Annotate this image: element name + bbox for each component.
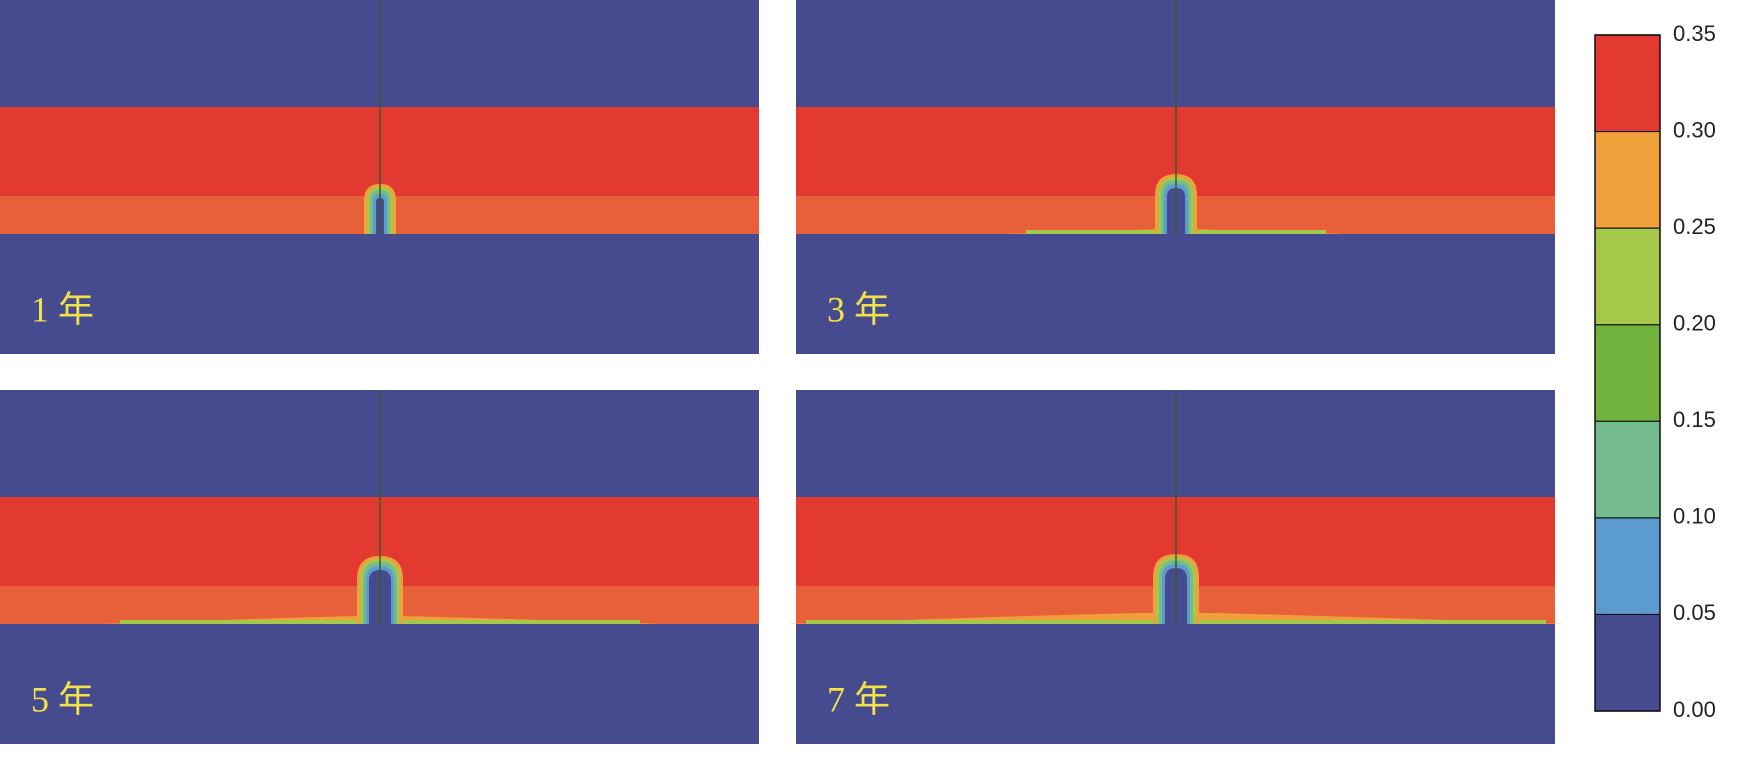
colorbar-bin	[1595, 421, 1660, 518]
colorbar-tick-label: 0.10	[1673, 504, 1716, 529]
colorbar-bin	[1595, 35, 1660, 132]
panel-label: 1 年	[31, 289, 94, 329]
colorbar-tick-label: 0.15	[1673, 407, 1716, 432]
colorbar-tick-label: 0.25	[1673, 214, 1716, 239]
colorbar-bin	[1595, 228, 1660, 325]
colorbar-bin	[1595, 614, 1660, 711]
colorbar-tick-label: 0.00	[1673, 697, 1716, 722]
panel-label: 3 年	[827, 289, 890, 329]
colorbar-tick-label: 0.05	[1673, 600, 1716, 625]
colorbar-bin	[1595, 517, 1660, 615]
colorbar-bin	[1595, 131, 1660, 229]
panel-label: 5 年	[31, 679, 94, 719]
colorbar-bin	[1595, 324, 1660, 422]
panel: 1 年	[0, 0, 759, 354]
panel-label: 7 年	[827, 679, 890, 719]
colorbar-tick-label: 0.30	[1673, 117, 1716, 142]
colorbar-tick-label: 0.35	[1673, 21, 1716, 46]
panel: 5 年	[0, 390, 759, 744]
panel: 3 年	[796, 0, 1555, 354]
colorbar-tick-label: 0.20	[1673, 311, 1716, 336]
panel: 7 年	[786, 390, 1566, 744]
colorbar-frame	[1594, 34, 1661, 712]
